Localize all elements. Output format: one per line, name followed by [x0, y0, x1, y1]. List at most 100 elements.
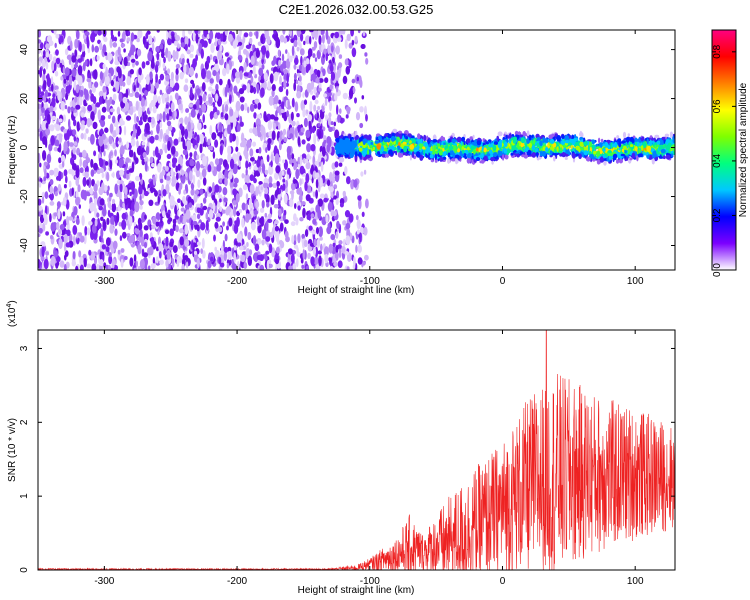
heatmap-cell — [73, 141, 78, 146]
heatmap-cell — [156, 113, 160, 122]
heatmap-cell — [106, 237, 111, 247]
heatmap-cell — [233, 223, 239, 234]
heatmap-cell — [197, 179, 201, 189]
heatmap-cell — [238, 41, 243, 46]
heatmap-cell — [329, 186, 334, 193]
heatmap-cell — [256, 216, 261, 227]
heatmap-cell — [193, 250, 198, 255]
heatmap-cell — [137, 125, 141, 137]
heatmap-cell — [263, 72, 268, 81]
heatmap-cell — [327, 201, 333, 212]
heatmap-cell — [168, 262, 172, 270]
heatmap-cell — [123, 256, 128, 260]
heatmap-cell — [42, 222, 46, 232]
heatmap-cell — [167, 38, 172, 46]
heatmap-cell — [83, 233, 87, 245]
heatmap-cell — [224, 177, 228, 187]
heatmap-cell — [319, 236, 323, 241]
heatmap-cell — [278, 86, 284, 93]
heatmap-cell — [278, 59, 282, 67]
heatmap-cell — [135, 123, 138, 130]
heatmap-cell — [43, 212, 47, 220]
heatmap-cell — [209, 78, 214, 84]
heatmap-cell — [75, 265, 79, 270]
heatmap-cell — [86, 78, 92, 83]
heatmap-cell — [339, 30, 345, 35]
heatmap-cell — [114, 60, 120, 66]
heatmap-cell — [330, 234, 336, 241]
heatmap-cell — [291, 45, 295, 57]
heatmap-cell — [93, 150, 97, 157]
heatmap-cell — [207, 260, 212, 269]
heatmap-cell — [159, 128, 163, 140]
heatmap-cell — [199, 188, 204, 195]
heatmap-cell — [240, 254, 246, 263]
heatmap-cell — [200, 222, 206, 231]
heatmap-cell — [327, 116, 332, 126]
heatmap-cell — [351, 39, 355, 46]
heatmap-cell — [252, 141, 257, 147]
heatmap-cell — [253, 103, 258, 109]
heatmap-cell — [243, 262, 248, 269]
heatmap-cell — [224, 233, 228, 242]
heatmap-cell — [83, 99, 87, 106]
heatmap-cell — [351, 47, 357, 58]
heatmap-cell — [143, 225, 149, 231]
heatmap-cell — [308, 225, 313, 231]
heatmap-cell — [250, 55, 255, 65]
heatmap-cell — [133, 221, 137, 227]
heatmap-cell — [242, 34, 246, 44]
heatmap-cell — [128, 235, 133, 244]
heatmap-cell — [58, 229, 62, 235]
heatmap-cell — [227, 124, 232, 135]
heatmap-cell — [212, 70, 217, 77]
heatmap-cell — [137, 30, 143, 39]
heatmap-cell — [261, 199, 265, 209]
heatmap-cell — [198, 95, 203, 106]
heatmap-cell — [166, 31, 169, 40]
heatmap-band-cell — [517, 131, 522, 136]
heatmap-cell — [273, 103, 278, 110]
heatmap-cell — [278, 170, 282, 181]
heatmap-cell — [152, 176, 156, 186]
heatmap-cell — [44, 205, 48, 215]
heatmap-cell — [302, 249, 306, 260]
heatmap-cell — [214, 139, 219, 148]
heatmap-cell — [205, 100, 209, 106]
heatmap-cell — [292, 179, 298, 184]
heatmap-cell — [287, 98, 290, 110]
heatmap-cell — [87, 136, 91, 141]
heatmap-cell — [237, 54, 243, 61]
heatmap-cell — [143, 252, 148, 258]
heatmap-cell — [334, 170, 340, 176]
heatmap-cell — [204, 77, 207, 83]
heatmap-cell — [159, 148, 163, 156]
heatmap-cell — [303, 99, 308, 105]
heatmap-cell — [182, 30, 186, 38]
heatmap-cell — [334, 31, 340, 39]
heatmap-cell — [362, 261, 366, 266]
heatmap-cell — [65, 261, 70, 269]
heatmap-cell — [346, 176, 351, 185]
heatmap-cell — [331, 176, 336, 184]
heatmap-cell — [361, 211, 365, 217]
heatmap-cell — [245, 50, 249, 59]
heatmap-cell — [305, 265, 309, 270]
heatmap-cell — [318, 160, 322, 167]
heatmap-cell — [209, 125, 213, 136]
heatmap-band-cell — [367, 134, 372, 141]
heatmap-cell — [106, 217, 110, 225]
heatmap-cell — [196, 98, 200, 105]
heatmap-cell — [317, 123, 321, 127]
heatmap-cell — [53, 146, 58, 152]
heatmap-cell — [339, 108, 342, 114]
heatmap-band-cell — [654, 134, 660, 138]
heatmap-cell — [166, 249, 171, 260]
heatmap-cell — [330, 121, 334, 126]
heatmap-cell — [241, 202, 246, 211]
heatmap-cell — [210, 43, 215, 54]
heatmap-cell — [55, 49, 59, 56]
heatmap-cell — [155, 221, 160, 227]
heatmap-cell — [50, 235, 54, 240]
heatmap-cell — [68, 58, 72, 65]
